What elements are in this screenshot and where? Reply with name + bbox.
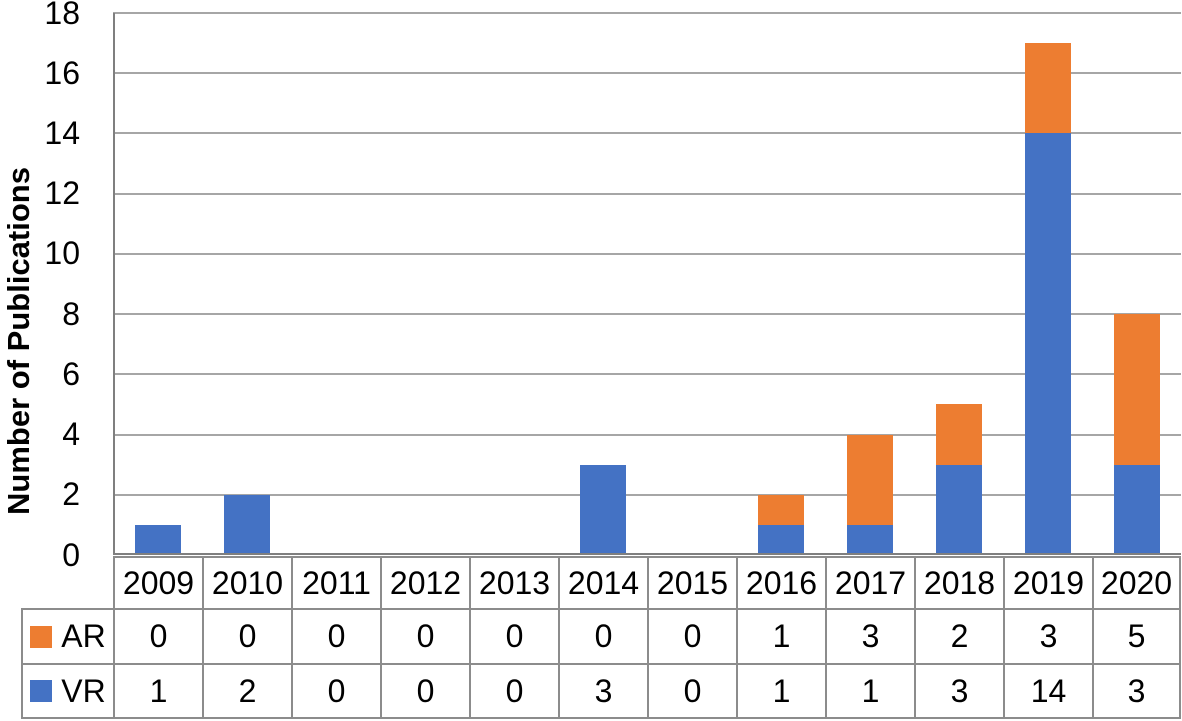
table-value-ar-2015: 0 [647, 608, 736, 663]
table-value-ar-2020: 5 [1092, 608, 1181, 663]
table-value-ar-2019: 3 [1003, 608, 1092, 663]
x-axis-line [113, 553, 1181, 555]
legend-key-ar: AR [21, 608, 113, 663]
gridline-y-8 [113, 313, 1181, 316]
bar-segment-ar-2020 [1113, 314, 1160, 465]
table-year-header-2020: 2020 [1092, 556, 1181, 608]
y-tick-label-16: 16 [44, 54, 80, 91]
table-value-vr-2018: 3 [914, 663, 1003, 719]
table-value-vr-2019: 14 [1003, 663, 1092, 719]
table-value-ar-2010: 0 [202, 608, 291, 663]
bar-segment-ar-2016 [757, 494, 804, 525]
bar-segment-vr-2020 [1113, 464, 1160, 555]
table-value-ar-2013: 0 [469, 608, 558, 663]
bar-segment-vr-2009 [134, 524, 181, 555]
plot-area [113, 12, 1181, 555]
y-tick-label-18: 18 [44, 0, 80, 31]
table-value-vr-2016: 1 [736, 663, 825, 719]
gridline-y-12 [113, 192, 1181, 195]
y-tick-label-14: 14 [44, 114, 80, 151]
table-year-header-2018: 2018 [914, 556, 1003, 608]
table-value-vr-2013: 0 [469, 663, 558, 719]
legend-swatch-ar [30, 625, 53, 648]
table-year-header-2017: 2017 [825, 556, 914, 608]
bar-segment-vr-2017 [846, 524, 893, 555]
gridline-y-2 [113, 493, 1181, 496]
y-tick-label-6: 6 [62, 355, 80, 392]
table-value-vr-2014: 3 [558, 663, 647, 719]
bar-segment-ar-2017 [846, 434, 893, 525]
bar-segment-vr-2016 [757, 524, 804, 555]
table-year-header-2019: 2019 [1003, 556, 1092, 608]
table-value-ar-2012: 0 [380, 608, 469, 663]
table-year-header-2015: 2015 [647, 556, 736, 608]
legend-label-ar: AR [61, 618, 106, 654]
gridline-y-4 [113, 433, 1181, 436]
table-value-ar-2009: 0 [113, 608, 202, 663]
table-value-vr-2011: 0 [291, 663, 380, 719]
table-value-ar-2014: 0 [558, 608, 647, 663]
y-tick-label-4: 4 [62, 416, 80, 453]
table-value-vr-2017: 1 [825, 663, 914, 719]
table-year-header-2012: 2012 [380, 556, 469, 608]
table-year-header-2016: 2016 [736, 556, 825, 608]
bar-segment-vr-2018 [935, 464, 982, 555]
table-year-header-2009: 2009 [113, 556, 202, 608]
legend-key-vr: VR [21, 663, 113, 719]
bar-segment-vr-2019 [1024, 133, 1071, 555]
table-year-header-2011: 2011 [291, 556, 380, 608]
y-axis-line [113, 13, 115, 555]
table-year-header-2013: 2013 [469, 556, 558, 608]
bar-segment-vr-2014 [579, 464, 626, 555]
table-corner-cell [21, 556, 113, 608]
gridline-y-18 [113, 12, 1181, 14]
table-value-ar-2016: 1 [736, 608, 825, 663]
table-value-vr-2010: 2 [202, 663, 291, 719]
table-year-header-2014: 2014 [558, 556, 647, 608]
y-tick-label-12: 12 [44, 175, 80, 212]
bar-segment-vr-2010 [223, 494, 270, 555]
table-value-vr-2015: 0 [647, 663, 736, 719]
y-axis-title: Number of Publications [1, 167, 36, 515]
y-tick-label-8: 8 [62, 295, 80, 332]
table-value-vr-2009: 1 [113, 663, 202, 719]
legend-swatch-vr [30, 680, 53, 702]
table-value-vr-2020: 3 [1092, 663, 1181, 719]
table-value-ar-2011: 0 [291, 608, 380, 663]
gridline-y-10 [113, 252, 1181, 255]
gridline-y-14 [113, 132, 1181, 135]
chart-data-table: 2009 2010 2011 2012 2013 2014 2015 2016 2017 2018… [21, 556, 1181, 719]
legend-label-vr: VR [61, 672, 106, 709]
y-tick-label-2: 2 [62, 476, 80, 513]
table-value-ar-2017: 3 [825, 608, 914, 663]
gridline-y-6 [113, 373, 1181, 376]
gridline-y-16 [113, 72, 1181, 75]
table-value-vr-2012: 0 [380, 663, 469, 719]
bar-segment-ar-2019 [1024, 43, 1071, 134]
y-tick-label-0: 0 [62, 536, 80, 573]
table-year-header-2010: 2010 [202, 556, 291, 608]
y-tick-label-10: 10 [44, 235, 80, 272]
table-value-ar-2018: 2 [914, 608, 1003, 663]
bar-segment-ar-2018 [935, 404, 982, 465]
